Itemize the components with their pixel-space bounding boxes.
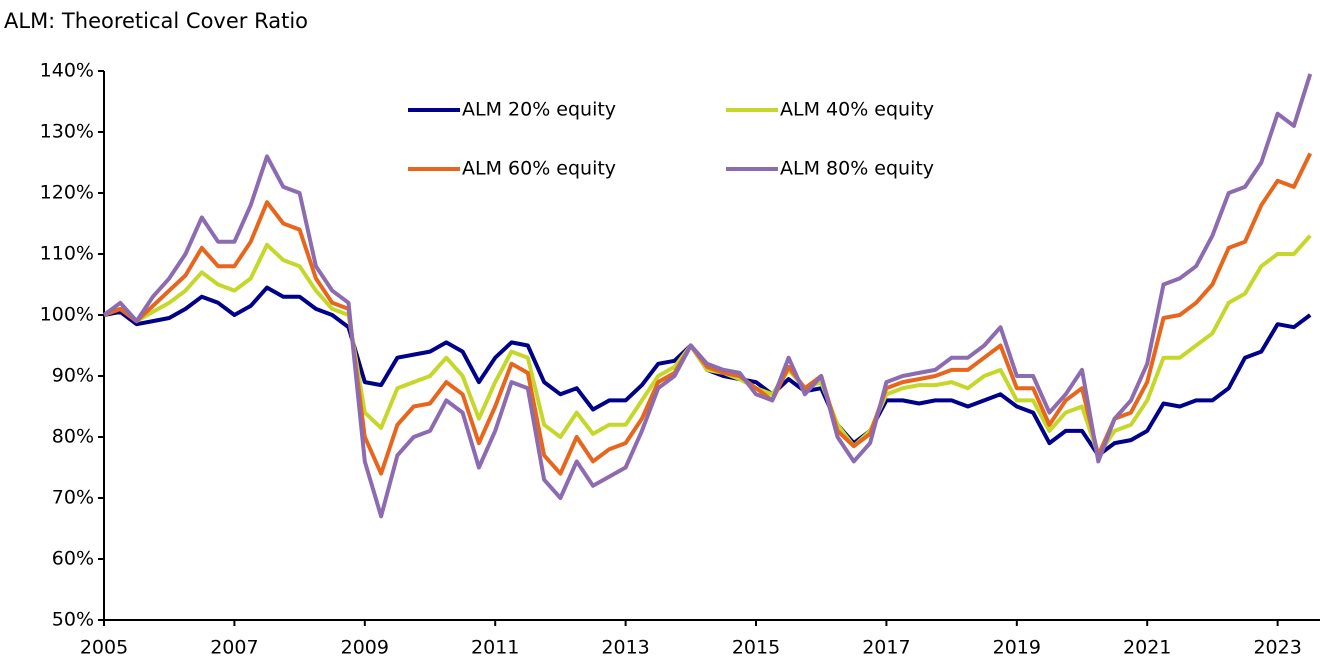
y-tick-label: 110% [40,243,94,265]
line-series [103,234,1312,458]
y-tick-label: 60% [52,548,94,570]
x-tick-label: 2021 [1123,637,1171,659]
x-tick-label: 2009 [341,637,389,659]
x-tick-label: 2023 [1253,637,1301,659]
x-tick-label: 2019 [993,637,1041,659]
y-tick-label: 100% [40,304,94,326]
y-tick-label: 130% [40,121,94,143]
x-tick-label: 2015 [732,637,780,659]
legend-label: ALM 80% equity [780,158,934,180]
line-series [102,73,1313,519]
x-tick-label: 2007 [210,637,258,659]
x-tick-label: 2005 [80,637,128,659]
y-tick-label: 80% [52,426,94,448]
legend-label: ALM 40% equity [780,99,934,121]
legend-label: ALM 60% equity [462,158,616,180]
chart-title: ALM: Theoretical Cover Ratio [4,9,308,33]
y-tick-label: 120% [40,182,94,204]
x-tick-label: 2017 [862,637,910,659]
y-tick-label: 70% [52,487,94,509]
y-tick-label: 90% [52,365,94,387]
y-tick-label: 140% [40,60,94,82]
x-tick-label: 2011 [471,637,519,659]
y-tick-label: 50% [52,609,94,631]
x-tick-label: 2013 [601,637,649,659]
legend-label: ALM 20% equity [462,99,616,121]
